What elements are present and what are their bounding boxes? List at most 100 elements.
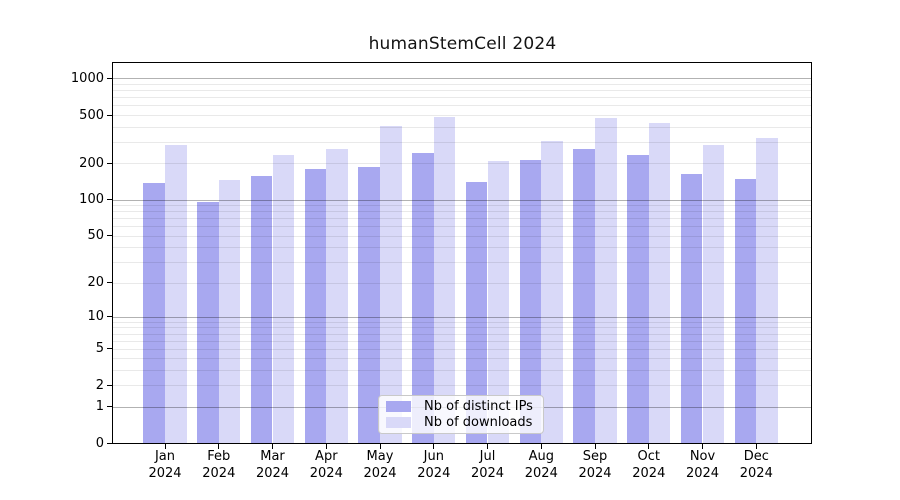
legend-label-distinct-ips: Nb of distinct IPs [424,399,533,415]
x-tick-label-feb: Feb 2024 [187,449,251,482]
x-tick-month: Apr [315,449,338,464]
x-tick-mark-oct [648,444,650,449]
x-tick-label-apr: Apr 2024 [294,449,358,482]
x-tick-mark-jul [487,444,489,449]
x-tick-label-jun: Jun 2024 [402,449,466,482]
x-tick-label-jul: Jul 2024 [456,449,520,482]
plot-area: Nb of distinct IPs Nb of downloads [112,62,812,444]
bar-jun-downloads [433,116,456,443]
x-tick-mark-may [379,444,381,449]
bar-sep-downloads [595,117,617,443]
bar-feb-downloads [218,180,241,443]
y-tick-label-500: 500 [79,107,104,123]
chart-title: humanStemCell 2024 [368,34,557,54]
bar-may-ips [358,166,380,443]
x-tick-year: 2024 [255,465,290,481]
x-tick-month: May [366,449,394,464]
y-tick-mark-500 [107,114,112,116]
y-tick-mark-10 [107,316,112,318]
x-tick-month: Mar [260,449,285,464]
x-tick-year: 2024 [148,465,182,481]
x-tick-month: Nov [689,449,716,464]
y-tick-mark-1000 [107,77,112,80]
x-tick-year: 2024 [363,465,397,481]
bar-apr-ips [304,168,327,443]
bar-dec-ips [734,179,757,443]
legend: Nb of distinct IPs Nb of downloads [378,395,544,434]
x-tick-year: 2024 [739,465,773,481]
y-tick-label-0: 0 [95,435,104,451]
x-tick-label-dec: Dec 2024 [724,449,788,482]
y-tick-mark-2 [107,384,112,386]
x-tick-month: Aug [528,449,554,464]
bar-mar-ips [250,175,273,443]
x-tick-month: Jun [423,449,444,464]
y-tick-mark-1 [107,406,112,408]
x-tick-year: 2024 [632,465,666,481]
x-tick-mark-feb [218,444,220,449]
bar-aug-downloads [541,141,563,443]
bar-apr-downloads [326,149,348,443]
bar-sep-ips [573,149,595,443]
bar-dec-downloads [756,137,778,443]
y-tick-label-20: 20 [87,275,104,290]
legend-item-downloads: Nb of downloads [386,415,535,430]
x-tick-year: 2024 [524,465,558,481]
x-tick-label-nov: Nov 2024 [671,449,735,482]
bar-oct-ips [627,155,649,443]
x-tick-year: 2024 [578,465,612,481]
y-tick-label-5: 5 [95,341,104,357]
y-tick-label-200: 200 [79,155,104,171]
x-tick-year: 2024 [685,465,720,481]
x-tick-year: 2024 [202,465,236,481]
bar-nov-ips [680,174,703,443]
x-tick-mark-nov [702,444,704,449]
bar-jun-ips [412,152,434,443]
legend-item-distinct-ips: Nb of distinct IPs [386,399,535,414]
y-tick-label-10: 10 [87,309,104,325]
x-tick-month: Dec [743,449,769,464]
bar-oct-downloads [648,123,671,443]
y-tick-label-100: 100 [79,192,104,208]
legend-swatch-distinct-ips [386,401,411,413]
x-tick-mark-dec [755,444,757,449]
y-tick-mark-0 [107,442,112,444]
x-tick-year: 2024 [309,465,343,481]
x-tick-mark-apr [325,444,327,449]
bar-aug-ips [519,160,542,443]
x-tick-month: Sep [582,449,608,464]
x-tick-year: 2024 [417,465,451,481]
bar-nov-downloads [702,145,725,443]
x-tick-label-aug: Aug 2024 [509,449,573,482]
x-tick-month: Jul [479,449,496,464]
bar-feb-ips [197,201,219,443]
x-tick-mark-sep [594,444,596,449]
bar-may-downloads [380,126,402,443]
x-tick-label-may: May 2024 [348,449,412,482]
y-tick-mark-100 [107,199,112,201]
bar-mar-downloads [272,154,295,443]
y-tick-label-1: 1 [95,399,104,415]
y-tick-mark-20 [107,282,112,284]
y-tick-mark-5 [107,348,112,350]
bar-jul-downloads [487,160,510,443]
legend-label-downloads: Nb of downloads [424,414,533,430]
y-tick-label-50: 50 [87,228,104,244]
x-tick-mark-jan [164,444,166,449]
x-tick-label-jan: Jan 2024 [133,449,197,482]
y-tick-mark-200 [107,162,112,164]
x-tick-month: Oct [637,449,661,464]
x-tick-mark-mar [272,444,274,449]
x-tick-label-mar: Mar 2024 [241,449,305,482]
y-tick-label-2: 2 [95,377,104,393]
x-tick-mark-jun [433,444,435,449]
x-tick-year: 2024 [470,465,505,481]
x-tick-mark-aug [540,444,542,449]
y-tick-mark-50 [107,235,112,237]
legend-swatch-downloads [386,416,411,428]
bar-jul-ips [465,182,488,443]
x-tick-month: Jan [154,449,176,464]
y-tick-label-1000: 1000 [70,70,104,86]
x-tick-month: Feb [207,449,231,464]
